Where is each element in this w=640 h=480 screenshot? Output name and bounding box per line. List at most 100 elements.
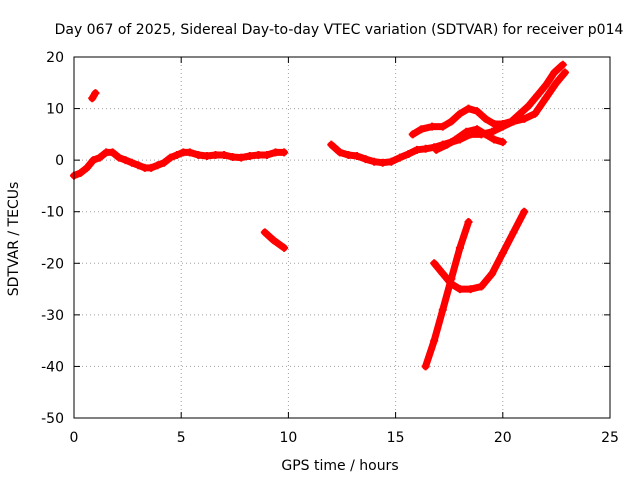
data-series-7	[421, 218, 473, 371]
data-point	[430, 336, 439, 345]
data-point	[280, 243, 289, 252]
data-point	[82, 163, 91, 172]
data-point	[404, 149, 413, 158]
data-point	[91, 89, 100, 98]
data-point	[387, 157, 396, 166]
data-point	[269, 236, 278, 245]
x-axis-label: GPS time / hours	[281, 458, 398, 474]
data-point	[228, 153, 237, 162]
data-point	[172, 150, 181, 159]
data-point	[477, 282, 486, 291]
data-point	[462, 127, 471, 136]
data-point	[108, 148, 117, 157]
series-trace	[430, 208, 528, 293]
data-point	[520, 207, 529, 216]
data-point	[413, 145, 422, 154]
data-point	[473, 107, 482, 116]
data-point	[280, 148, 289, 157]
data-point	[509, 228, 518, 237]
axis-ticks: 0 5 10 15 20 25 20 10 0 -10 -20 -30 -40 -50	[41, 50, 619, 446]
data-series-5	[408, 60, 567, 139]
data-point	[515, 109, 524, 118]
data-point	[95, 153, 104, 162]
data-point	[533, 91, 542, 100]
data-point	[455, 285, 464, 294]
data-point	[147, 163, 156, 172]
data-point	[76, 169, 85, 178]
data-point	[245, 152, 254, 161]
data-series-1	[70, 148, 289, 180]
data-point	[421, 362, 430, 371]
data-point	[464, 218, 473, 227]
data-point	[370, 157, 379, 166]
data-series-8	[430, 207, 529, 294]
data-point	[490, 120, 499, 129]
series-trace	[409, 61, 567, 138]
data-point	[335, 148, 344, 157]
data-series-3	[260, 228, 289, 252]
data-point	[202, 152, 211, 161]
data-point	[160, 158, 169, 167]
data-point	[524, 101, 533, 110]
data-point	[550, 68, 559, 77]
data-point	[254, 150, 263, 159]
data-point	[447, 117, 456, 126]
data-point	[438, 122, 447, 131]
data-point	[498, 138, 507, 147]
data-point	[89, 156, 98, 165]
data-point	[447, 279, 456, 288]
x-tick-label: 10	[279, 430, 297, 446]
series-trace	[422, 218, 472, 370]
y-tick-label: 0	[55, 153, 64, 169]
data-point	[262, 150, 271, 159]
data-point	[530, 109, 539, 118]
data-point	[271, 148, 280, 157]
data-point	[127, 158, 136, 167]
data-point	[490, 135, 499, 144]
data-series-6	[432, 125, 507, 154]
data-point	[121, 156, 130, 165]
x-tick-label: 5	[177, 430, 186, 446]
data-point	[194, 150, 203, 159]
data-point	[220, 150, 229, 159]
data-point	[481, 130, 490, 139]
data-series-group	[70, 60, 569, 371]
x-tick-label: 20	[494, 430, 512, 446]
y-tick-label: 10	[46, 102, 64, 118]
data-point	[115, 153, 124, 162]
data-point	[507, 117, 516, 126]
y-axis-label: SDTVAR / TECUs	[6, 182, 22, 297]
plot-frame	[73, 56, 611, 419]
y-tick-label: -20	[41, 256, 64, 272]
data-point	[560, 68, 569, 77]
data-point	[88, 94, 97, 103]
data-point	[541, 94, 550, 103]
data-point	[451, 135, 460, 144]
data-point	[211, 150, 220, 159]
x-tick-label: 15	[387, 430, 405, 446]
data-point	[455, 243, 464, 252]
data-point	[558, 60, 567, 69]
data-point	[466, 285, 475, 294]
series-trace	[327, 69, 569, 167]
y-tick-label: -10	[41, 205, 64, 221]
data-point	[134, 161, 143, 170]
data-point	[237, 153, 246, 162]
x-tick-label: 25	[601, 430, 619, 446]
data-series-2	[88, 89, 100, 103]
data-point	[481, 114, 490, 123]
data-point	[408, 130, 417, 139]
data-point	[455, 109, 464, 118]
data-point	[344, 150, 353, 159]
data-point	[185, 148, 194, 157]
data-point	[260, 228, 269, 237]
data-point	[166, 153, 175, 162]
data-point	[498, 248, 507, 257]
data-point	[378, 158, 387, 167]
data-point	[327, 140, 336, 149]
data-point	[417, 125, 426, 134]
y-tick-label: -30	[41, 308, 64, 324]
data-point	[498, 120, 507, 129]
data-point	[520, 114, 529, 123]
